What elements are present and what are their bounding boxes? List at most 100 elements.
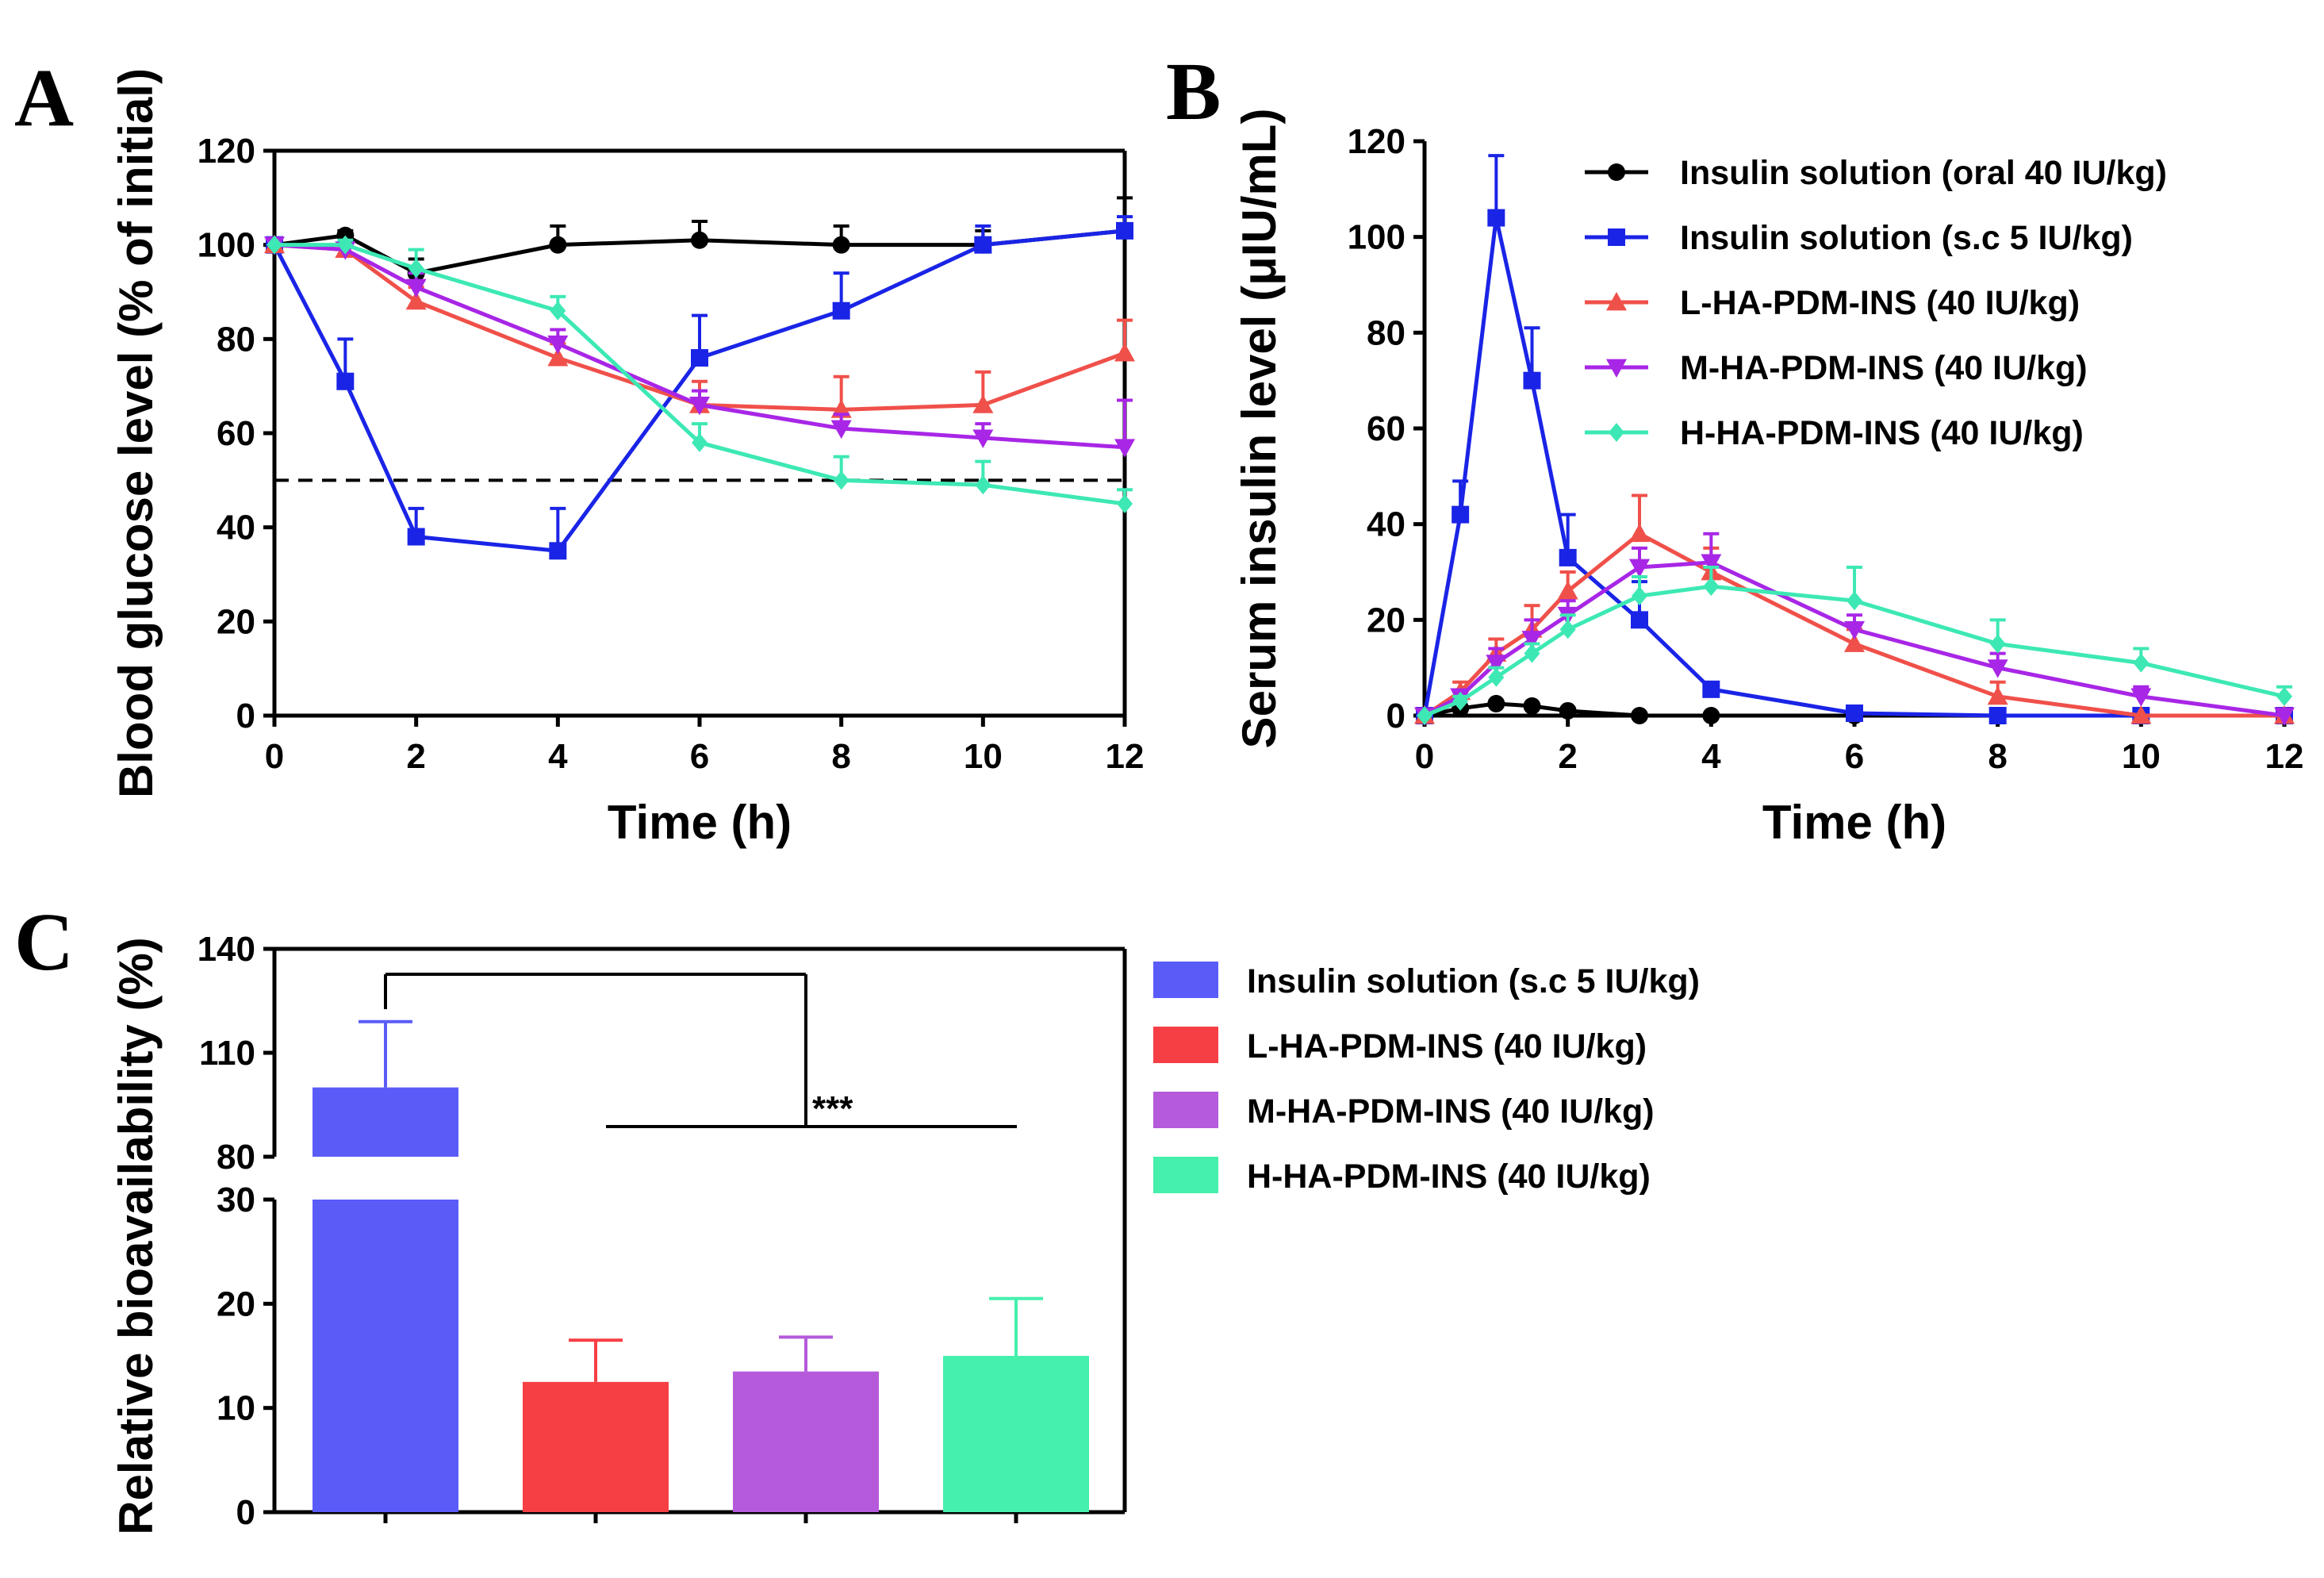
legend-c-swatch — [1153, 1027, 1218, 1063]
panel-b-y-tick-label: 40 — [1367, 505, 1406, 544]
panel-b-data-point — [1702, 680, 1720, 698]
panel-b-data-point — [1488, 667, 1505, 687]
panel-label-b: B — [1166, 46, 1221, 137]
legend-b-item-m-ha-pdm-ins-40-iu-kg: M-HA-PDM-INS (40 IU/kg) — [1585, 349, 2088, 387]
panel-b-x-axis-title: Time (h) — [1762, 796, 1946, 849]
legend-b-swatch-marker — [1606, 359, 1627, 378]
panel-b-y-tick-label: 0 — [1386, 697, 1406, 735]
panel-b-data-point — [1987, 659, 2008, 678]
panel-a-data-point — [549, 542, 567, 560]
panel-b-data-point — [2130, 688, 2152, 707]
panel-a-data-point — [691, 231, 708, 249]
panel-a-x-tick-label: 8 — [831, 737, 850, 776]
panel-a-data-point — [405, 290, 427, 310]
panel-b-axes: 0 20 40 60 80 100 120 0 2 4 6 8 10 12 — [1348, 122, 2304, 776]
panel-a-data-point — [832, 236, 850, 254]
panel-b-x-tick-label: 10 — [2122, 737, 2161, 776]
legend-c-swatch — [1153, 1157, 1218, 1193]
panel-b-data-point — [1987, 685, 2008, 705]
panel-a-y-tick-label: 100 — [198, 226, 255, 265]
legend-b-label: L-HA-PDM-INS (40 IU/kg) — [1680, 284, 2080, 322]
panel-b-x-tick-label: 4 — [1701, 737, 1721, 776]
panel-b-data-point — [1846, 704, 1863, 722]
panel-a-x-tick-label: 0 — [265, 737, 284, 776]
panel-b-data-point — [1452, 691, 1469, 711]
legend-b-label: H-HA-PDM-INS (40 IU/kg) — [1680, 414, 2084, 452]
panel-c-y-tick-label: 10 — [217, 1389, 255, 1428]
panel-b-x-tick-label: 6 — [1845, 737, 1864, 776]
legend-c-swatch — [1153, 962, 1218, 998]
panel-a-data-point — [689, 397, 710, 416]
panel-a-series-h-ha-pdm-ins-40-iu-kg — [267, 235, 1133, 513]
panel-b-x-tick-label: 0 — [1415, 737, 1434, 776]
panel-a-data-point — [972, 429, 994, 448]
panel-b-data-point — [2130, 705, 2152, 724]
panel-b-data-point — [1559, 548, 1577, 566]
legend-b-label: Insulin solution (oral 40 IU/kg) — [1680, 154, 2167, 192]
panel-a-data-point — [267, 235, 282, 255]
panel-c-bar — [733, 1371, 879, 1512]
panel-b-y-tick-label: 80 — [1367, 313, 1406, 352]
legend-b-swatch-marker — [1608, 163, 1625, 181]
panel-a-data-point — [547, 335, 569, 355]
legend-b-item-insulin-solution-oral-40-iu-kg: Insulin solution (oral 40 IU/kg) — [1585, 154, 2167, 192]
panel-a-y-tick-label: 80 — [217, 320, 255, 359]
panel-c-bar-lower-segment — [313, 1200, 458, 1512]
panel-a-data-point — [830, 420, 852, 440]
panel-a-y-tick-label: 60 — [217, 414, 255, 453]
panel-a-series-insulin-solution-s-c-5-iu-kg — [266, 215, 1133, 560]
panel-c-y-tick-label: 110 — [199, 1034, 255, 1073]
panel-b-x-tick-label: 2 — [1558, 737, 1577, 776]
panel-b-series-insulin-solution-s-c-5-iu-kg — [1416, 154, 2293, 724]
legend-c-item-m-ha-pdm-ins-40-iu-kg: M-HA-PDM-INS (40 IU/kg) — [1153, 1092, 1655, 1131]
panel-a-data-point — [549, 236, 567, 254]
panel-a-data-point — [974, 236, 992, 254]
panel-b-data-point — [1631, 611, 1648, 629]
legend-c-swatch — [1153, 1092, 1218, 1128]
panel-c-y-tick-label: 0 — [236, 1493, 255, 1532]
panel-label-c: C — [14, 897, 74, 988]
legend-b-swatch-marker — [1609, 423, 1624, 442]
panel-b-data-point — [1702, 707, 1720, 724]
panel-a-data-point — [337, 235, 354, 255]
panel-b-data-point — [1524, 643, 1540, 663]
panel-b-data-point — [1559, 620, 1576, 639]
legend-c-item-l-ha-pdm-ins-40-iu-kg: L-HA-PDM-INS (40 IU/kg) — [1153, 1027, 1647, 1065]
panel-b-y-tick-label: 20 — [1367, 601, 1406, 639]
panel-b-y-tick-label: 120 — [1348, 122, 1406, 161]
panel-a-data-point — [692, 432, 708, 452]
panel-b-y-axis-title: Serum insulin level (μIU/mL) — [1233, 109, 1286, 749]
panel-b-x-tick-label: 12 — [2265, 737, 2304, 776]
legend-c-label: L-HA-PDM-INS (40 IU/kg) — [1247, 1027, 1647, 1065]
panel-a-x-tick-label: 12 — [1106, 737, 1145, 776]
panel-b-data-point — [1844, 621, 1865, 640]
panel-b-data-point — [1703, 577, 1720, 597]
panel-b-y-tick-label: 60 — [1367, 409, 1406, 448]
panel-b-data-point — [1989, 634, 2006, 654]
panel-a-series-line — [272, 228, 1126, 553]
panel-c-bar-insulin-solution-s-c-5-iu-kg — [313, 1019, 458, 1512]
panel-a-data-point — [547, 347, 569, 367]
panel-a-data-point — [407, 528, 425, 546]
panel-a-data-point — [972, 394, 994, 413]
legend-b-label: M-HA-PDM-INS (40 IU/kg) — [1680, 349, 2088, 387]
panel-c-significance: *** — [384, 973, 1017, 1128]
panel-b-data-point — [1629, 523, 1650, 543]
legend-b-item-insulin-solution-s-c-5-iu-kg: Insulin solution (s.c 5 IU/kg) — [1585, 219, 2133, 257]
panel-b-data-point — [1559, 701, 1577, 720]
panel-c-y-tick-label: 80 — [217, 1138, 255, 1177]
panel-a-chart: 0 20 40 60 80 100 120 0 2 4 6 8 10 12 Time (h) Blood … — [109, 68, 1144, 849]
panel-a-data-point — [833, 470, 849, 490]
panel-b-data-point — [1417, 706, 1432, 725]
panel-b-data-point — [2133, 653, 2150, 673]
panel-a-x-tick-label: 2 — [406, 737, 425, 776]
panel-c-y-tick-label: 30 — [217, 1181, 255, 1219]
panel-b-data-point — [1487, 209, 1505, 227]
panel-c-bars — [313, 1019, 1089, 1512]
panel-c-bar-l-ha-pdm-ins-40-iu-kg — [523, 1338, 669, 1512]
panel-a-series-line — [274, 228, 1126, 275]
panel-b-data-point — [1521, 631, 1543, 650]
panel-b-data-point — [1523, 697, 1541, 715]
panel-a-data-point — [1116, 221, 1133, 240]
